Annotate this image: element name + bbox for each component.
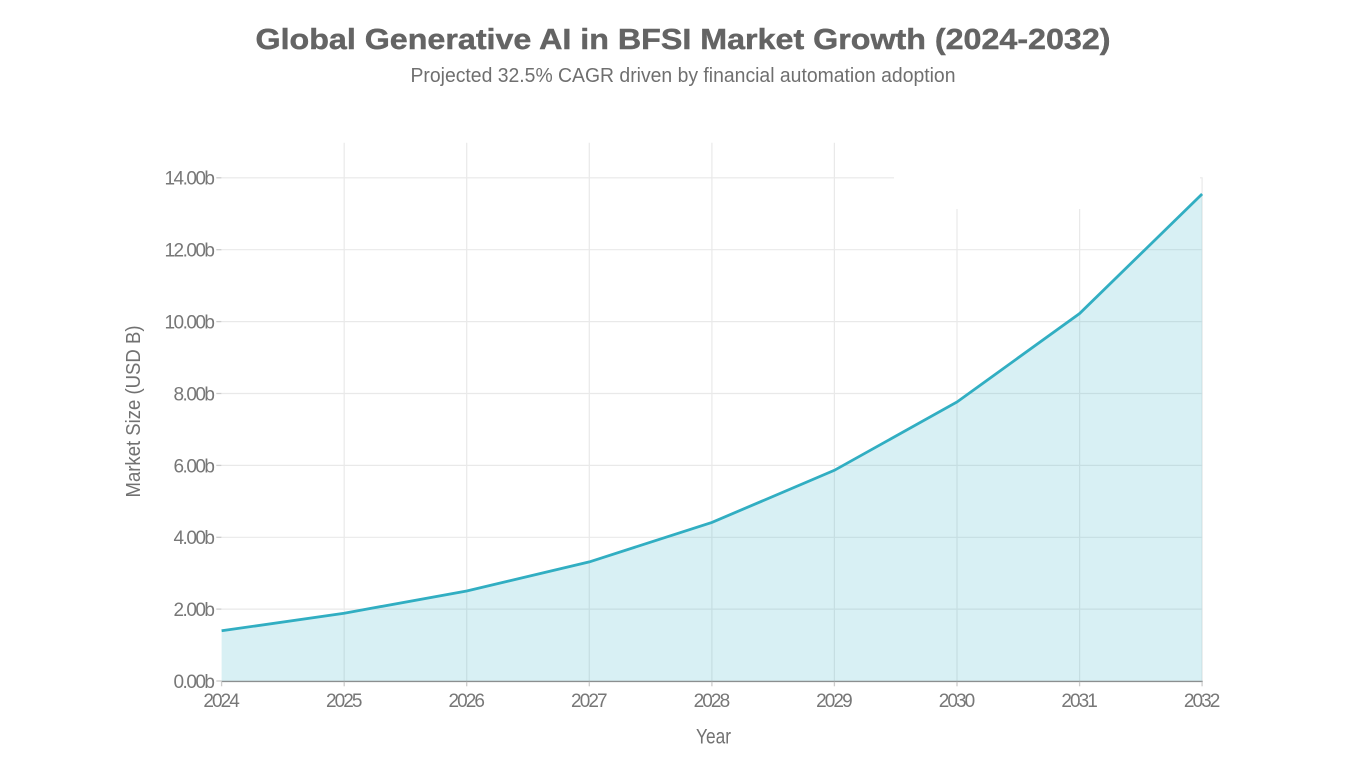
svg-text:4.00b: 4.00b bbox=[174, 528, 216, 549]
svg-text:0.00b: 0.00b bbox=[174, 672, 216, 693]
svg-text:2030: 2030 bbox=[939, 691, 976, 712]
svg-text:Projected 32.5% CAGR driven by: Projected 32.5% CAGR driven by financial… bbox=[411, 65, 956, 87]
svg-text:2031: 2031 bbox=[1061, 691, 1098, 712]
svg-text:2027: 2027 bbox=[571, 691, 608, 712]
svg-text:10.00b: 10.00b bbox=[165, 313, 216, 334]
svg-text:2025: 2025 bbox=[326, 691, 363, 712]
svg-text:2024: 2024 bbox=[203, 691, 240, 712]
svg-text:2029: 2029 bbox=[816, 691, 853, 712]
svg-text:12.00b: 12.00b bbox=[165, 241, 216, 262]
svg-text:2032: 2032 bbox=[1184, 691, 1221, 712]
svg-text:14.00b: 14.00b bbox=[165, 169, 216, 190]
svg-text:2.00b: 2.00b bbox=[174, 600, 216, 621]
svg-text:8.00b: 8.00b bbox=[174, 384, 216, 405]
svg-text:2028: 2028 bbox=[694, 691, 731, 712]
svg-text:Market Size (USD B): Market Size (USD B) bbox=[123, 326, 145, 498]
svg-text:Global Generative AI in BFSI M: Global Generative AI in BFSI Market Grow… bbox=[256, 24, 1111, 56]
svg-text:6.00b: 6.00b bbox=[174, 456, 216, 477]
svg-text:2026: 2026 bbox=[448, 691, 485, 712]
svg-text:Year: Year bbox=[696, 725, 731, 748]
